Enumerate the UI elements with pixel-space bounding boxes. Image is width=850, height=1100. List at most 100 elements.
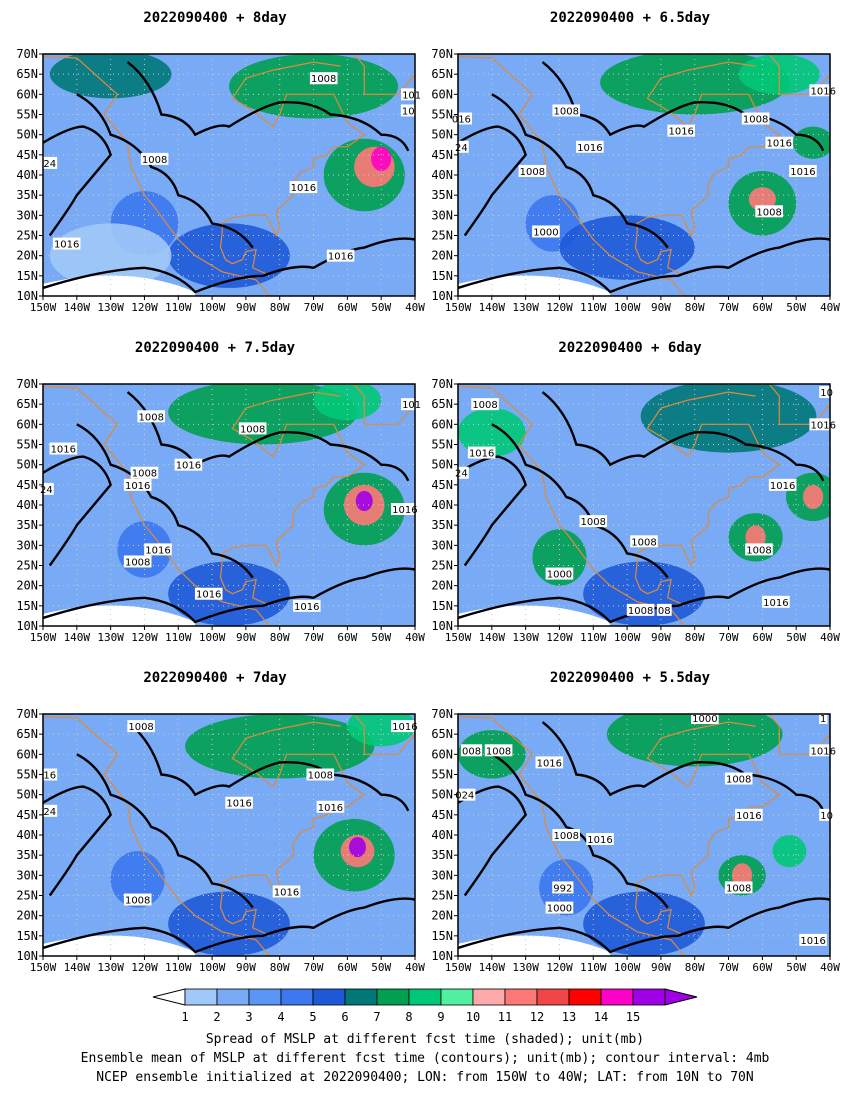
contour-label: 1016: [226, 799, 251, 810]
contour-label: 1016: [392, 722, 417, 733]
longitude-tick-label: 110W: [165, 961, 192, 974]
longitude-tick-label: 100W: [614, 301, 641, 314]
contour-label: 1016: [54, 240, 79, 251]
longitude-tick-label: 140W: [479, 961, 506, 974]
colorbar-tick-label: 10: [466, 1010, 480, 1024]
contour-label-bg: [272, 885, 301, 898]
longitude-tick-label: 120W: [131, 301, 158, 314]
latitude-tick-label: 70N: [16, 47, 38, 61]
latitude-tick-label: 20N: [431, 249, 453, 263]
contour-label-bg: [306, 768, 335, 781]
panel-title: 2022090400 + 6.5day: [549, 10, 711, 26]
longitude-tick-label: 90W: [651, 961, 671, 974]
contour-label: 1008: [472, 400, 497, 411]
contour-label: 1016: [196, 590, 221, 601]
contour-label-bg: [174, 458, 203, 471]
colorbar-tick-label: 3: [245, 1010, 252, 1024]
contour-label-bg: [532, 225, 560, 238]
contour-label-bg: [326, 249, 355, 262]
longitude-tick-label: 130W: [512, 301, 539, 314]
panel-title: 2022090400 + 7day: [143, 670, 287, 686]
coastline: [43, 715, 271, 956]
map-plot: 1008 101 10 1008 24 1016 1016 1016 70N 65N 60N 55N 5…: [16, 47, 425, 314]
colorbar-swatch: [568, 988, 602, 1006]
colorbar-swatch: [472, 988, 506, 1006]
latitude-tick-label: 30N: [16, 208, 38, 222]
latitude-tick-label: 10N: [431, 619, 453, 633]
contour-label: 24: [455, 143, 468, 154]
isobar-contour: [458, 897, 830, 954]
isobar-contour: [541, 721, 825, 812]
coastline: [219, 891, 267, 935]
longitude-tick-label: 130W: [97, 631, 124, 644]
spread-shading: [559, 215, 695, 280]
latitude-tick-label: 50N: [16, 128, 38, 142]
contour-label-bg: [450, 112, 472, 125]
map-plot: 1008 1016 16 1008 1016 1016 24 1016 1008 70N 65N 60…: [16, 707, 425, 974]
longitude-tick-label: 70W: [304, 631, 324, 644]
contour-label: 24: [40, 485, 53, 496]
colorbar-tick-label: 4: [277, 1010, 284, 1024]
latitude-tick-label: 45N: [431, 478, 453, 492]
colorbar-tick-label: 13: [562, 1010, 576, 1024]
spread-shading: [745, 525, 766, 550]
colorbar-lower-extension: [152, 988, 186, 1006]
contour-label: 10: [820, 388, 833, 399]
contour-label: 16: [43, 771, 56, 782]
map-field: [458, 384, 830, 626]
contour-label: 1016: [145, 545, 170, 556]
map-field: [458, 714, 830, 956]
latitude-tick-label: 25N: [431, 229, 453, 243]
contour-label-bg: [579, 515, 608, 528]
latitude-tick-label: 55N: [16, 108, 38, 122]
longitude-tick-label: 50W: [371, 961, 391, 974]
contour-label-bg: [401, 88, 423, 101]
longitude-tick-label: 40W: [820, 961, 840, 974]
spread-shading: [731, 863, 753, 888]
longitude-tick-label: 150W: [445, 631, 472, 644]
coastline: [43, 55, 271, 296]
isobar-contour: [126, 721, 410, 812]
longitude-tick-label: 100W: [614, 961, 641, 974]
coastline: [353, 54, 415, 95]
isobar-contour: [43, 897, 415, 954]
colorbar-swatch: [408, 988, 442, 1006]
latitude-tick-label: 50N: [431, 788, 453, 802]
longitude-tick-label: 150W: [30, 301, 57, 314]
longitude-tick-label: 80W: [685, 961, 705, 974]
longitude-tick-label: 50W: [786, 961, 806, 974]
longitude-tick-label: 110W: [580, 961, 607, 974]
contour-label-bg: [225, 796, 253, 809]
colorbar-tick-label: 6: [341, 1010, 348, 1024]
contour-label-bg: [745, 543, 773, 556]
contour-label: 1008: [128, 722, 153, 733]
longitude-tick-label: 40W: [405, 961, 425, 974]
map-panel-8day: 2022090400 + 8day 1008 101 10 1008 24 1016 101…: [5, 10, 425, 330]
contour-label: 008: [462, 746, 481, 757]
contour-label: 1008: [726, 775, 751, 786]
spread-shading: [792, 126, 830, 159]
latitude-tick-label: 30N: [431, 208, 453, 222]
contour-label: 1008: [311, 74, 336, 85]
contour-label: 1016: [767, 139, 792, 150]
contour-label: 1008: [726, 883, 751, 894]
low-spread-area: [43, 605, 196, 626]
latitude-tick-label: 45N: [16, 148, 38, 162]
contour-label-bg: [123, 555, 152, 568]
latitude-tick-label: 10N: [16, 949, 38, 963]
contour-label: 1016: [577, 143, 602, 154]
map-plot: 1008 016 1008 1016 1016 24 1016 1008 1016 1008 100…: [431, 47, 840, 314]
longitude-tick-label: 70W: [719, 631, 739, 644]
contour-label-bg: [309, 72, 338, 85]
contour-label: 24: [43, 159, 56, 170]
latitude-tick-label: 20N: [431, 909, 453, 923]
contour-label-bg: [289, 181, 318, 194]
coastline: [458, 715, 686, 956]
map-panel-7-5day: 2022090400 + 7.5day 1008 101 1008 1016 1016 1…: [5, 340, 425, 660]
contour-label: 1016: [392, 505, 417, 516]
contour-label-bg: [762, 595, 790, 608]
latitude-tick-label: 50N: [16, 458, 38, 472]
low-spread-area: [458, 605, 611, 626]
isobar-contour: [76, 423, 254, 579]
latitude-tick-label: 30N: [431, 538, 453, 552]
